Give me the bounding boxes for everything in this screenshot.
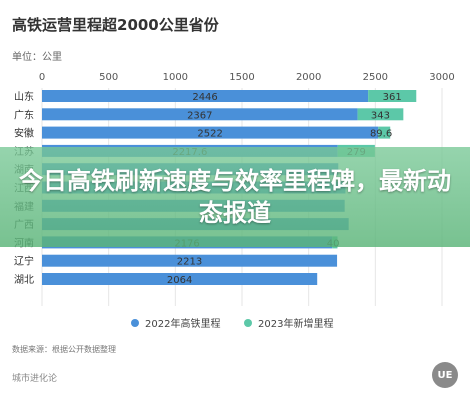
x-tick-label: 500 [99,72,118,83]
data-label-2022: 2446 [192,92,217,103]
x-tick-label: 2000 [296,72,321,83]
x-tick-label: 1000 [163,72,188,83]
bar-2023 [368,90,417,102]
brand-logo-icon: UE [432,362,458,388]
legend: 2022年高铁里程 2023年新增里程 [131,317,333,330]
headline-text: 今日高铁刷新速度与效率里程碑，最新动态报道 [19,167,451,227]
unit-label: 单位：公里 [12,50,62,63]
bar-2023 [357,108,404,121]
bar-2022 [42,126,379,139]
headline-banner: 今日高铁刷新速度与效率里程碑，最新动态报道 [0,147,470,247]
bar-2022 [42,90,369,102]
bar-2022 [42,273,318,285]
data-label-2022: 2522 [197,129,222,140]
x-tick-label: 0 [39,72,45,83]
data-label-2022: 2367 [187,110,212,121]
data-label-2023: 343 [371,110,390,121]
data-label-2022: 2213 [177,257,202,268]
x-tick-label: 2500 [363,72,388,83]
bar-2022 [42,254,338,267]
legend-swatch-2022 [131,319,139,327]
legend-label-2023: 2023年新增里程 [258,317,333,330]
category-label: 山东 [14,90,34,103]
data-label-2023: 89.6 [370,129,392,140]
legend-swatch-2023 [244,319,252,327]
source-note: 数据来源：根据公开数据整理 [12,344,116,354]
data-label-2023: 361 [383,92,402,103]
category-label: 湖北 [14,274,34,286]
chart-title: 高铁运营里程超2000公里省份 [12,16,220,34]
data-label-2022: 2064 [167,275,192,286]
category-label: 安徽 [14,127,34,140]
x-tick-label: 3000 [429,72,454,83]
bar-2022 [42,108,358,121]
category-label: 辽宁 [14,255,34,268]
legend-label-2022: 2022年高铁里程 [145,317,220,330]
bar-2023 [378,126,391,139]
x-tick-label: 1500 [229,72,254,83]
category-label: 广东 [14,108,34,121]
brand-footer: 城市进化论 [12,372,57,384]
x-axis-ticks: 0 500 1000 1500 2000 2500 3000 [39,72,455,83]
